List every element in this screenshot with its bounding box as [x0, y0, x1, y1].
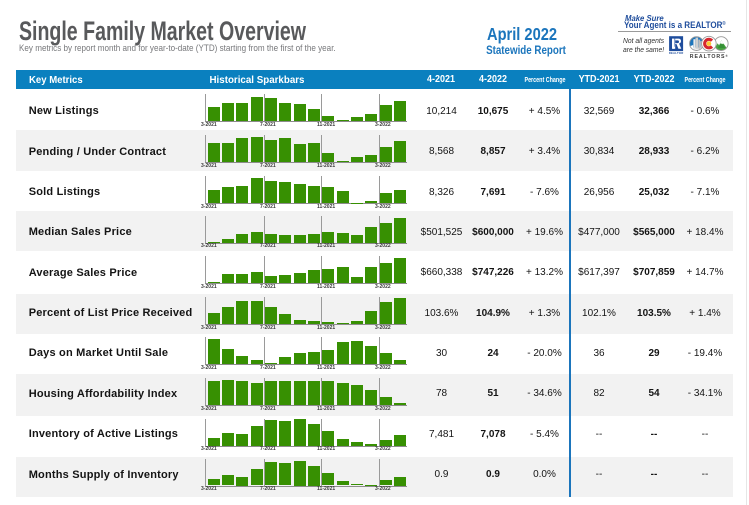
- svg-text:REALTOR: REALTOR: [669, 51, 683, 54]
